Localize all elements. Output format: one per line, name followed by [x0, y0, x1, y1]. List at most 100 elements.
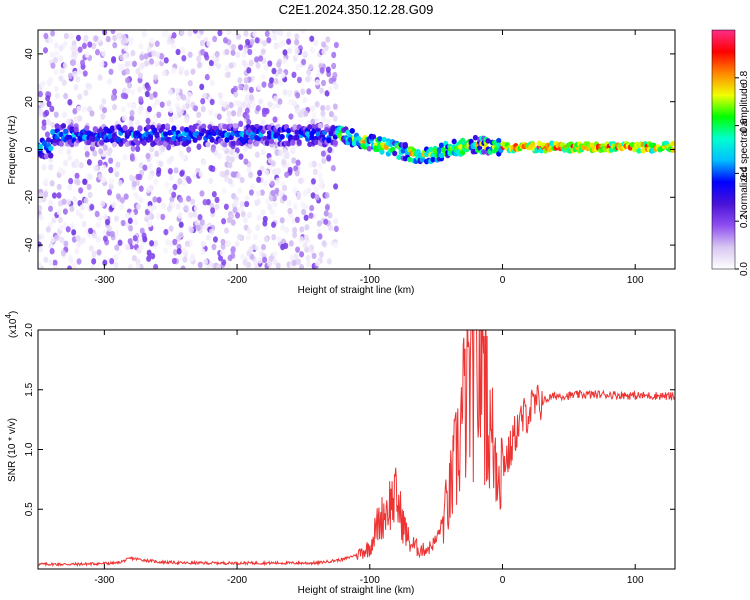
- spectrogram-noise-cell: [120, 92, 126, 99]
- spectrogram-noise-cell: [130, 145, 136, 152]
- spectrogram-signal-cell: [294, 129, 300, 136]
- spectrogram-noise-cell: [56, 192, 62, 199]
- spectrogram-noise-cell: [292, 203, 298, 210]
- spectrogram-noise-cell: [246, 67, 252, 74]
- spectrogram-noise-cell: [168, 174, 174, 181]
- spectrogram-noise-cell: [53, 42, 59, 49]
- spectrogram-noise-cell: [190, 68, 196, 75]
- spectrogram-noise-cell: [132, 60, 138, 68]
- spectrogram-signal-cell: [60, 123, 67, 129]
- spectrogram-noise-cell: [140, 62, 146, 69]
- spectrogram-noise-cell: [193, 205, 199, 212]
- spectrogram-noise-cell: [139, 54, 145, 61]
- spectrogram-noise-cell: [277, 98, 283, 105]
- spectrogram-signal-cell: [90, 141, 96, 148]
- spectrogram-signal-cell: [116, 136, 122, 143]
- spectrogram-noise-cell: [196, 111, 202, 118]
- spectrogram-noise-cell: [175, 48, 181, 56]
- spectrogram-noise-cell: [125, 77, 131, 84]
- spectrogram-noise-cell: [239, 201, 245, 208]
- spectrogram-noise-cell: [121, 114, 127, 122]
- spectrogram-noise-cell: [212, 35, 218, 43]
- spectrogram-noise-cell: [287, 166, 293, 174]
- spectrogram-noise-cell: [260, 48, 266, 55]
- spectrogram-noise-cell: [229, 148, 235, 156]
- spectrogram-noise-cell: [246, 250, 252, 257]
- spectrogram-noise-cell: [311, 161, 317, 168]
- spectrogram-noise-cell: [199, 190, 205, 197]
- spectrogram-noise-cell: [120, 106, 126, 113]
- spectrogram-noise-cell: [333, 41, 339, 49]
- spectrogram-noise-cell: [301, 58, 307, 66]
- spectrogram-noise-cell: [295, 64, 301, 71]
- spectrogram-noise-cell: [294, 107, 300, 114]
- spectrogram-noise-cell: [199, 219, 205, 226]
- spectrogram-noise-cell: [74, 172, 80, 180]
- spectrogram-signal-cell: [111, 141, 118, 148]
- snr-y-multiplier-base: (x10: [8, 318, 19, 338]
- spectrogram-noise-cell: [299, 226, 305, 233]
- spectrogram-noise-cell: [72, 44, 78, 51]
- spectrogram-signal-cell: [477, 145, 483, 151]
- snr-x-tick-label: -300: [94, 575, 114, 586]
- spectrogram-noise-cell: [245, 234, 251, 241]
- spectrogram-noise-cell: [291, 157, 297, 164]
- spectrogram-noise-cell: [180, 46, 186, 54]
- spectrogram-noise-cell: [123, 45, 129, 52]
- spectrogram-noise-cell: [96, 249, 102, 256]
- svg-text:(x104): (x104): [4, 311, 19, 338]
- spectrogram-noise-cell: [305, 254, 311, 262]
- spectrogram-noise-cell: [294, 33, 300, 40]
- spectrogram-noise-cell: [252, 30, 258, 38]
- spectrogram-noise-cell: [275, 177, 281, 184]
- spectrogram-signal-cell: [485, 138, 491, 144]
- spectrogram-y-axis-label: Frequency (Hz): [7, 116, 18, 185]
- spectrogram-noise-cell: [77, 115, 83, 122]
- spectrogram-signal-cell: [307, 124, 313, 130]
- spectrogram-noise-cell: [146, 255, 152, 262]
- snr-plot-area: [38, 330, 675, 569]
- spectrogram-noise-cell: [273, 78, 279, 85]
- spectrogram-noise-cell: [325, 66, 331, 73]
- spectrogram-noise-cell: [282, 57, 288, 65]
- spectrogram-noise-cell: [267, 101, 273, 108]
- spectrogram-noise-cell: [239, 176, 245, 184]
- spectrogram-noise-cell: [91, 250, 97, 258]
- spectrogram-noise-cell: [248, 59, 254, 67]
- spectrogram-noise-cell: [328, 224, 334, 232]
- spectrogram-noise-cell: [155, 212, 161, 219]
- spectrogram-noise-cell: [306, 88, 312, 95]
- spectrogram-noise-cell: [92, 150, 98, 157]
- spectrogram-signal-cell: [279, 133, 285, 140]
- spectrogram-noise-cell: [196, 61, 202, 69]
- spectrogram-noise-cell: [38, 241, 42, 248]
- colorbar-gradient: [711, 29, 736, 270]
- spectrogram-x-axis-label: Height of straight line (km): [298, 285, 415, 296]
- spectrogram-noise-cell: [243, 158, 249, 165]
- spectrogram-noise-cell: [262, 220, 268, 227]
- spectrogram-noise-cell: [243, 83, 249, 91]
- spectrogram-noise-cell: [58, 224, 64, 232]
- spectrogram-noise-cell: [58, 55, 64, 62]
- spectrogram-x-tick-label: -300: [94, 275, 114, 286]
- spectrogram-noise-cell: [121, 33, 127, 41]
- spectrogram-noise-cell: [91, 232, 97, 239]
- spectrogram-noise-cell: [146, 46, 152, 53]
- spectrogram-noise-cell: [147, 205, 153, 212]
- spectrogram-noise-cell: [85, 82, 91, 90]
- spectrogram-noise-cell: [248, 189, 254, 196]
- spectrogram-noise-cell: [302, 96, 308, 104]
- spectrogram-noise-cell: [149, 240, 155, 247]
- spectrogram-noise-cell: [131, 254, 137, 262]
- spectrogram-noise-cell: [42, 47, 48, 54]
- spectrogram-noise-cell: [325, 104, 331, 112]
- spectrogram-signal-cell: [73, 126, 79, 133]
- spectrogram-noise-cell: [86, 159, 92, 166]
- spectrogram-signal-cell: [438, 142, 445, 149]
- spectrogram-noise-cell: [306, 260, 312, 267]
- spectrogram-noise-cell: [138, 72, 144, 79]
- spectrogram-noise-cell: [166, 33, 172, 40]
- colorbar-tick-label: 0.8: [739, 70, 750, 84]
- spectrogram-noise-cell: [153, 178, 159, 185]
- spectrogram-noise-cell: [163, 228, 169, 236]
